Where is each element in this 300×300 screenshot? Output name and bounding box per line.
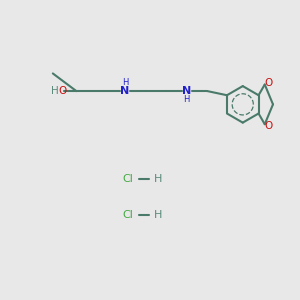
Text: Cl: Cl	[122, 210, 134, 220]
Text: H: H	[154, 210, 162, 220]
Text: N: N	[120, 86, 130, 96]
Text: O: O	[265, 78, 273, 88]
Text: H: H	[51, 86, 59, 96]
Text: H: H	[154, 174, 162, 184]
Text: Cl: Cl	[122, 174, 134, 184]
Text: N: N	[182, 86, 191, 96]
Text: O: O	[265, 121, 273, 131]
Text: O: O	[58, 86, 67, 96]
Text: H: H	[184, 95, 190, 104]
Text: H: H	[122, 78, 128, 87]
